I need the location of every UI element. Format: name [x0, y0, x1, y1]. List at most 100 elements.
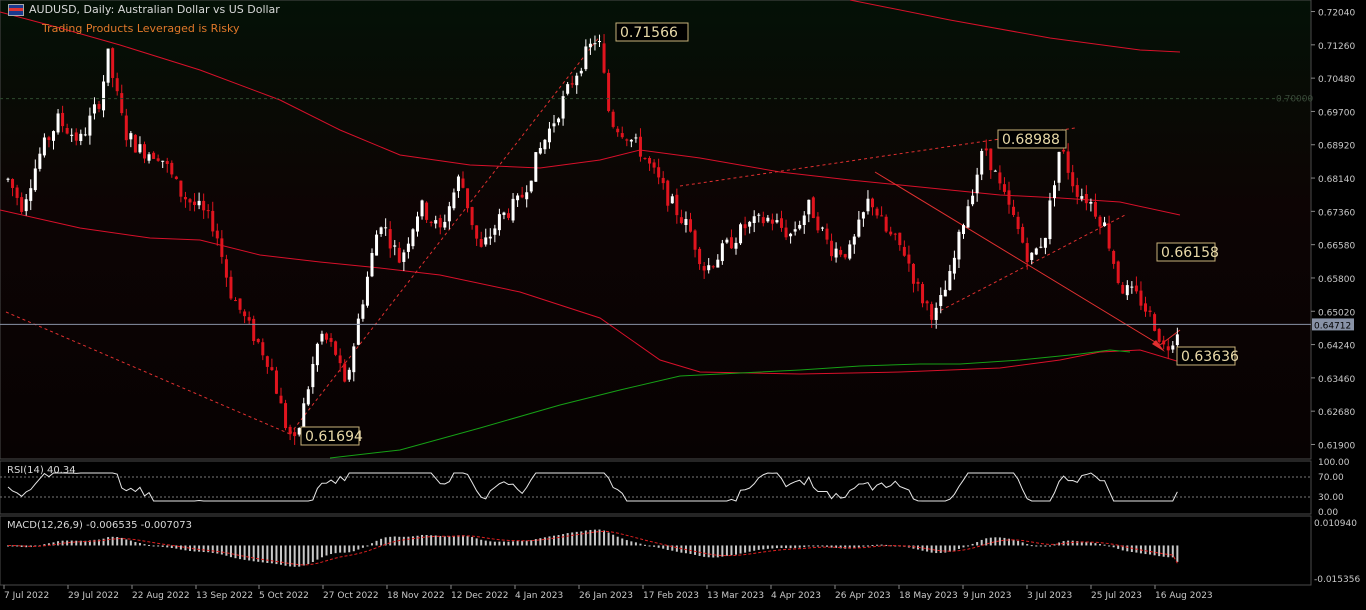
- candle-body: [916, 281, 920, 284]
- macd-histogram-bar: [744, 545, 747, 553]
- candle-body: [884, 216, 888, 232]
- candle-body: [1153, 314, 1157, 331]
- candle-body: [438, 218, 442, 228]
- time-tick-label: 9 Jun 2023: [963, 591, 1011, 601]
- trend-line: [289, 35, 601, 435]
- candle-body: [902, 246, 906, 256]
- macd-histogram-bar: [66, 540, 69, 546]
- macd-histogram-bar: [998, 537, 1001, 546]
- macd-histogram-bar: [1035, 545, 1038, 547]
- time-tick-label: 18 Nov 2022: [387, 591, 445, 601]
- macd-axis-top: 0.010940: [1314, 519, 1357, 529]
- price-tick-label: 0.65020: [1318, 308, 1355, 318]
- macd-histogram-bar: [248, 545, 251, 561]
- candle-body: [429, 221, 433, 223]
- candle-body: [347, 369, 351, 380]
- candle-body: [802, 215, 806, 226]
- macd-histogram-bar: [621, 538, 624, 546]
- macd-histogram-bar: [794, 545, 797, 548]
- macd-histogram-bar: [730, 545, 733, 556]
- macd-histogram-bar: [393, 536, 396, 546]
- macd-histogram-bar: [138, 542, 141, 546]
- macd-histogram-bar: [421, 534, 424, 546]
- macd-histogram-bar: [985, 538, 988, 546]
- macd-histogram-bar: [1030, 545, 1033, 547]
- candle-body: [456, 176, 460, 192]
- macd-histogram-bar: [948, 545, 951, 552]
- macd-histogram-bar: [375, 540, 378, 546]
- candle-body: [816, 216, 820, 231]
- candle-body: [930, 304, 934, 320]
- candle-body: [720, 243, 724, 262]
- candle-body: [948, 271, 952, 291]
- candle-body: [379, 227, 383, 234]
- time-tick-label: 3 Jul 2023: [1027, 591, 1072, 601]
- macd-histogram-bar: [694, 545, 697, 555]
- macd-histogram-bar: [266, 545, 269, 563]
- candle-body: [752, 216, 756, 223]
- price-annotation-box: [1176, 346, 1236, 366]
- candle-body: [507, 213, 510, 218]
- candle-body: [1103, 222, 1107, 227]
- candle-body: [402, 252, 406, 262]
- candle-body: [702, 266, 706, 271]
- candle-body: [416, 216, 419, 232]
- time-tick-label: 26 Apr 2023: [835, 591, 891, 601]
- macd-histogram-bar: [662, 545, 665, 549]
- candle-body: [247, 317, 251, 321]
- macd-histogram-bar: [434, 535, 437, 546]
- rsi-axis-label: 0.00: [1318, 508, 1338, 518]
- macd-histogram-bar: [1139, 545, 1142, 554]
- macd-histogram-bar: [47, 543, 50, 546]
- candle-body: [734, 242, 738, 249]
- macd-histogram-bar: [243, 545, 246, 560]
- candle-body: [279, 395, 283, 404]
- macd-histogram-bar: [116, 537, 119, 546]
- candle-body: [497, 214, 501, 231]
- candle-body: [147, 154, 151, 161]
- macd-histogram-bar: [566, 533, 569, 546]
- rsi-axis-label: 100.00: [1318, 458, 1350, 468]
- macd-histogram-bar: [512, 541, 515, 546]
- macd-histogram-bar: [252, 545, 255, 562]
- macd-histogram-bar: [462, 535, 464, 546]
- trend-line: [874, 171, 1161, 346]
- macd-histogram-bar: [775, 545, 778, 549]
- candle-body: [293, 432, 297, 437]
- candle-body: [1148, 310, 1152, 312]
- macd-histogram-bar: [835, 545, 838, 548]
- candle-body: [224, 259, 228, 278]
- time-tick-label: 26 Jan 2023: [579, 591, 633, 601]
- macd-histogram-bar: [689, 545, 692, 554]
- candle-body: [980, 151, 984, 175]
- macd-histogram-bar: [457, 535, 460, 546]
- macd-histogram-bar: [430, 535, 433, 546]
- candle-body: [561, 96, 565, 119]
- macd-histogram-bar: [1158, 545, 1161, 557]
- candle-body: [306, 389, 310, 405]
- candle-body: [365, 276, 369, 306]
- band-lower-green: [329, 349, 1131, 459]
- macd-histogram-bar: [780, 545, 783, 548]
- symbol-title-text: AUDUSD, Daily: Australian Dollar vs US D…: [29, 3, 280, 16]
- candle-body: [165, 161, 169, 164]
- candle-body: [516, 195, 520, 201]
- macd-histogram-bar: [16, 545, 19, 547]
- macd-histogram-bar: [484, 540, 487, 546]
- candle-body: [784, 227, 788, 238]
- candle-body: [1007, 190, 1011, 205]
- macd-histogram-bar: [170, 545, 173, 549]
- macd-histogram-bar: [70, 540, 73, 546]
- candle-body: [243, 311, 247, 317]
- candle-body: [265, 356, 269, 367]
- macd-histogram-bar: [525, 540, 528, 546]
- price-annotation-box: [615, 22, 689, 42]
- macd-histogram-bar: [425, 535, 428, 546]
- macd-histogram-bar: [102, 538, 105, 546]
- candle-body: [648, 157, 652, 164]
- candle-body: [38, 153, 42, 169]
- macd-histogram-bar: [1003, 537, 1006, 546]
- candle-body: [921, 284, 925, 304]
